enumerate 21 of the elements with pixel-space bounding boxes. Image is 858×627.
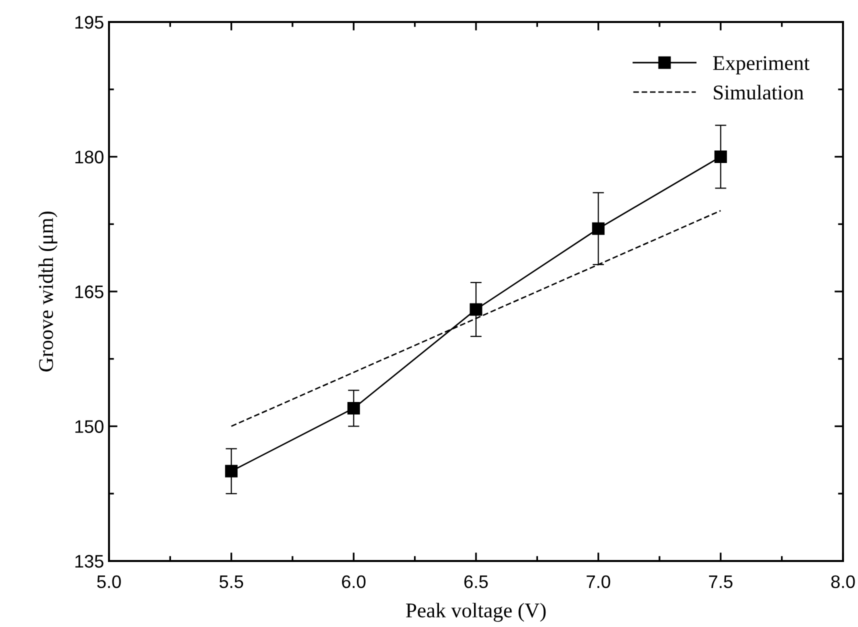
legend-label: Simulation — [714, 84, 804, 100]
x-tick-label: 5.5 — [220, 576, 244, 588]
x-tick-label: 8.0 — [831, 575, 855, 588]
x-tick-label: 6.5 — [464, 575, 488, 588]
y-tick-label: 180 — [75, 150, 104, 164]
x-tick-label: 7.5 — [709, 576, 732, 588]
point — [592, 222, 605, 235]
legend-label: Experiment — [713, 56, 810, 74]
point — [347, 402, 360, 415]
y-tick-label: 195 — [75, 16, 104, 29]
x-axis-title: Peak voltage (V) — [406, 602, 546, 622]
x-tick-label: 5.0 — [97, 575, 121, 588]
x-tick-label: 7.0 — [586, 575, 610, 588]
y-tick-label: 165 — [75, 285, 104, 298]
x-tick-label: 6.0 — [342, 575, 366, 588]
point — [470, 303, 482, 316]
y-tick-label: 150 — [75, 420, 104, 433]
point — [714, 150, 727, 163]
point — [225, 464, 238, 478]
y-tick-label: 135 — [75, 554, 104, 568]
y-axis-title: Groove width (μm) — [38, 212, 58, 372]
